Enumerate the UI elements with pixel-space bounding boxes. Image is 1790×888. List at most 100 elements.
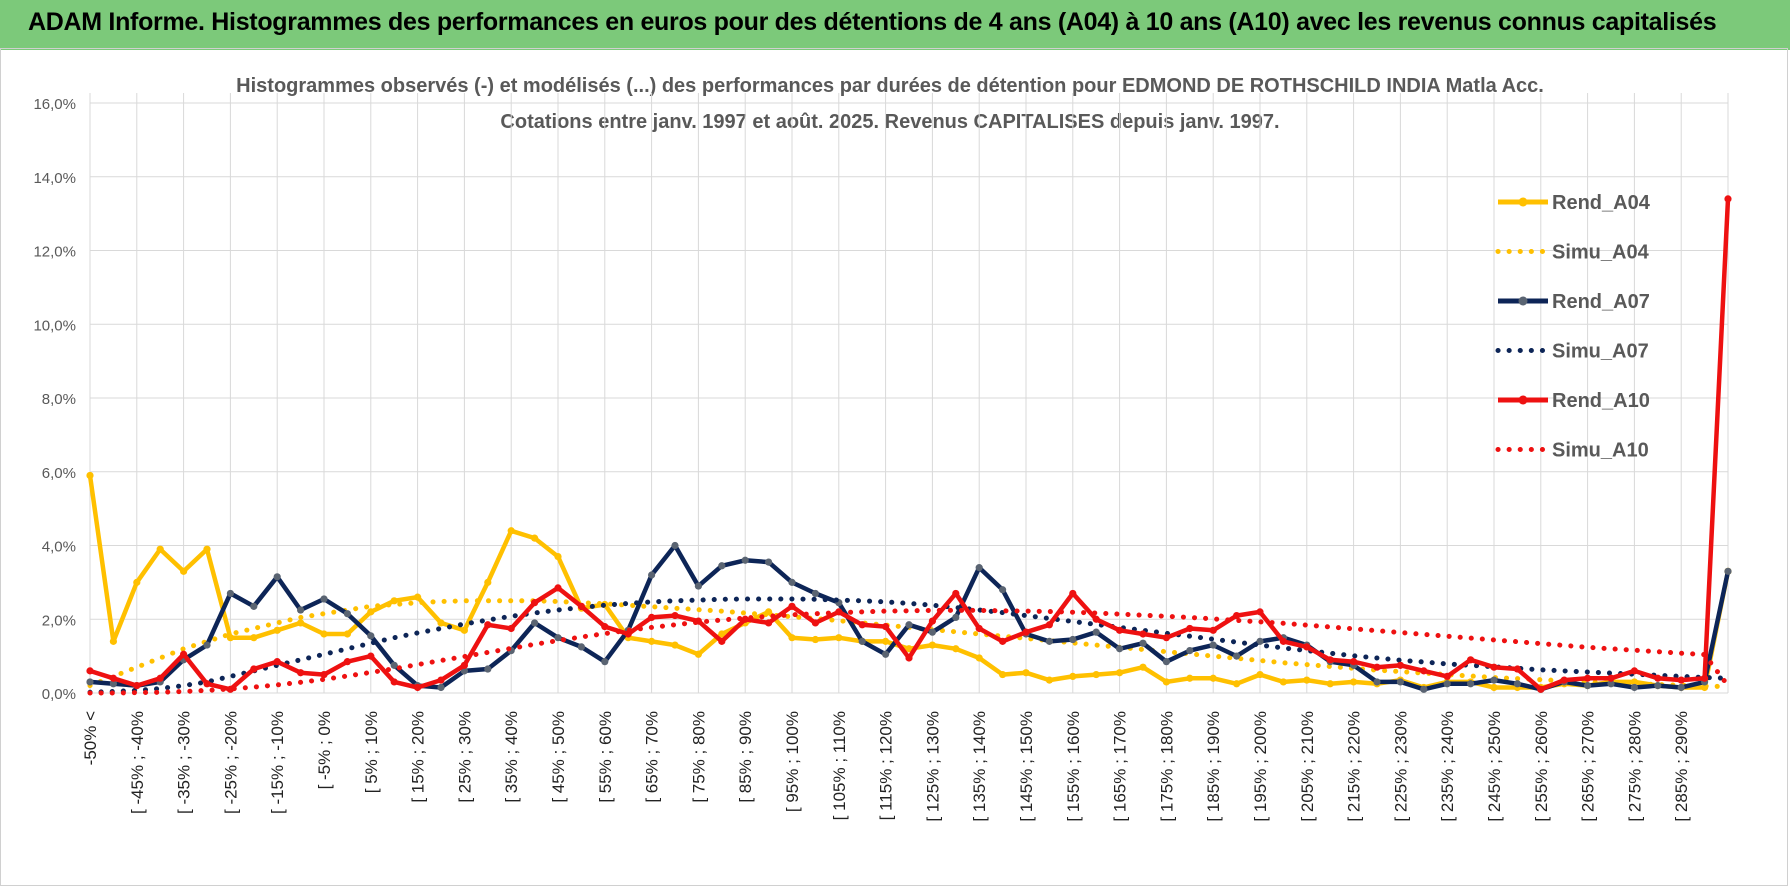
x-tick-label: [ 85% ; 90%	[736, 711, 755, 803]
point-rend-a07	[273, 573, 281, 581]
series-line-rend-a10	[89, 198, 1731, 692]
point-rend-a10	[765, 619, 773, 627]
x-tick-label: [ 115% ; 120%	[877, 711, 896, 820]
point-rend-a07	[390, 661, 398, 669]
y-axis: 0,0% 2,0% 4,0% 6,0% 8,0% 10,0% 12,0% 14,0% 16,0%	[33, 96, 76, 703]
y-tick-label: 10,0%	[33, 317, 76, 334]
point-rend-a07	[1677, 683, 1685, 692]
x-tick-label: [ 165% ; 170%	[1111, 711, 1130, 822]
point-rend-a10	[1069, 589, 1077, 598]
point-rend-a10	[1256, 608, 1264, 616]
point-rend-a04	[648, 637, 656, 645]
point-rend-a04	[999, 670, 1007, 679]
point-rend-a10	[975, 624, 983, 633]
legend-marker-rend-a10	[1518, 395, 1528, 405]
point-rend-a04	[343, 630, 351, 638]
point-rend-a04	[671, 641, 679, 649]
point-rend-a07	[297, 606, 305, 614]
x-tick-label: [ 25% ; 30%	[455, 711, 474, 803]
point-rend-a04	[1256, 670, 1264, 679]
point-rend-a04	[788, 634, 796, 642]
point-rend-a07	[554, 634, 562, 642]
point-rend-a04	[718, 630, 726, 638]
point-rend-a07	[577, 643, 586, 651]
x-tick-label: [ 135% ; 140%	[970, 711, 989, 822]
y-tick-label: 16,0%	[33, 96, 76, 113]
point-rend-a10	[1607, 674, 1615, 682]
point-rend-a07	[367, 632, 375, 640]
point-rend-a07	[741, 556, 749, 564]
series-line-simu-a04	[87, 598, 1731, 690]
legend-marker-rend-a04	[1518, 197, 1528, 207]
point-rend-a04	[507, 527, 515, 535]
header-title: ADAM Informe. Histogrammes des performan…	[28, 8, 1717, 36]
point-rend-a10	[1724, 195, 1732, 203]
point-rend-a10	[507, 624, 515, 633]
point-rend-a07	[671, 541, 679, 550]
point-rend-a04	[367, 608, 375, 616]
point-rend-a04	[835, 634, 843, 642]
point-rend-a07	[1186, 646, 1194, 655]
point-rend-a07	[858, 637, 866, 645]
point-rend-a04	[437, 619, 445, 627]
point-rend-a04	[554, 552, 562, 561]
point-rend-a10	[648, 613, 656, 622]
point-rend-a04	[180, 567, 188, 575]
legend-label-rend-a07: Rend_A07	[1552, 291, 1650, 313]
point-rend-a04	[414, 593, 422, 601]
point-rend-a10	[1701, 674, 1709, 682]
x-tick-label: [ 105% ; 110%	[830, 711, 849, 820]
point-rend-a04	[226, 634, 234, 642]
point-rend-a10	[928, 617, 937, 625]
point-rend-a10	[343, 658, 351, 666]
point-rend-a10	[1092, 615, 1100, 623]
x-tick-label: [ -5% ; 0%	[315, 711, 334, 789]
point-rend-a07	[1373, 678, 1381, 686]
point-rend-a04	[905, 645, 913, 653]
point-rend-a04	[109, 637, 117, 645]
point-rend-a10	[1443, 672, 1451, 681]
legend-label-rend-a04: Rend_A04	[1552, 192, 1651, 214]
point-rend-a04	[952, 645, 960, 653]
point-rend-a04	[460, 626, 468, 634]
x-tick-label: [ 155% ; 160%	[1064, 711, 1083, 822]
x-tick-label: [ 5% ; 10%	[362, 711, 381, 793]
point-rend-a04	[1233, 680, 1241, 688]
point-rend-a07	[531, 619, 539, 627]
point-rend-a07	[1069, 635, 1077, 644]
point-rend-a07	[226, 589, 234, 598]
x-tick-label: [ -25% ; -20%	[221, 711, 240, 814]
point-rend-a07	[250, 602, 258, 610]
x-tick-label: [ 205% ; 210%	[1298, 711, 1317, 822]
legend-label-simu-a04: Simu_A04	[1552, 242, 1650, 264]
point-rend-a04	[1045, 676, 1053, 684]
x-tick-label: [ -45% ; -40%	[128, 711, 147, 814]
point-rend-a10	[437, 676, 445, 684]
point-rend-a10	[671, 611, 679, 620]
point-rend-a10	[1373, 663, 1381, 671]
y-tick-label: 14,0%	[33, 170, 76, 187]
x-tick-label: [ 175% ; 180%	[1157, 711, 1176, 822]
legend-label-rend-a10: Rend_A10	[1552, 390, 1650, 412]
point-rend-a10	[788, 602, 796, 610]
point-rend-a10	[156, 674, 164, 682]
point-rend-a07	[1584, 682, 1592, 690]
point-rend-a10	[1654, 674, 1662, 682]
point-rend-a10	[1162, 634, 1170, 642]
series-line-simu-a07	[87, 596, 1731, 695]
point-rend-a04	[297, 619, 305, 627]
point-rend-a04	[156, 545, 164, 553]
y-tick-label: 6,0%	[42, 465, 76, 482]
point-rend-a10	[1630, 667, 1638, 675]
point-rend-a04	[1069, 672, 1077, 681]
y-tick-label: 2,0%	[42, 612, 76, 629]
x-tick-label: [ 215% ; 220%	[1345, 711, 1364, 822]
point-rend-a04	[1092, 670, 1100, 679]
point-rend-a10	[1022, 628, 1030, 636]
point-rend-a07	[718, 562, 726, 570]
point-rend-a07	[1092, 628, 1100, 636]
point-rend-a10	[554, 584, 562, 592]
point-rend-a04	[1139, 663, 1147, 671]
point-rend-a07	[320, 595, 328, 603]
point-rend-a10	[1467, 656, 1475, 664]
